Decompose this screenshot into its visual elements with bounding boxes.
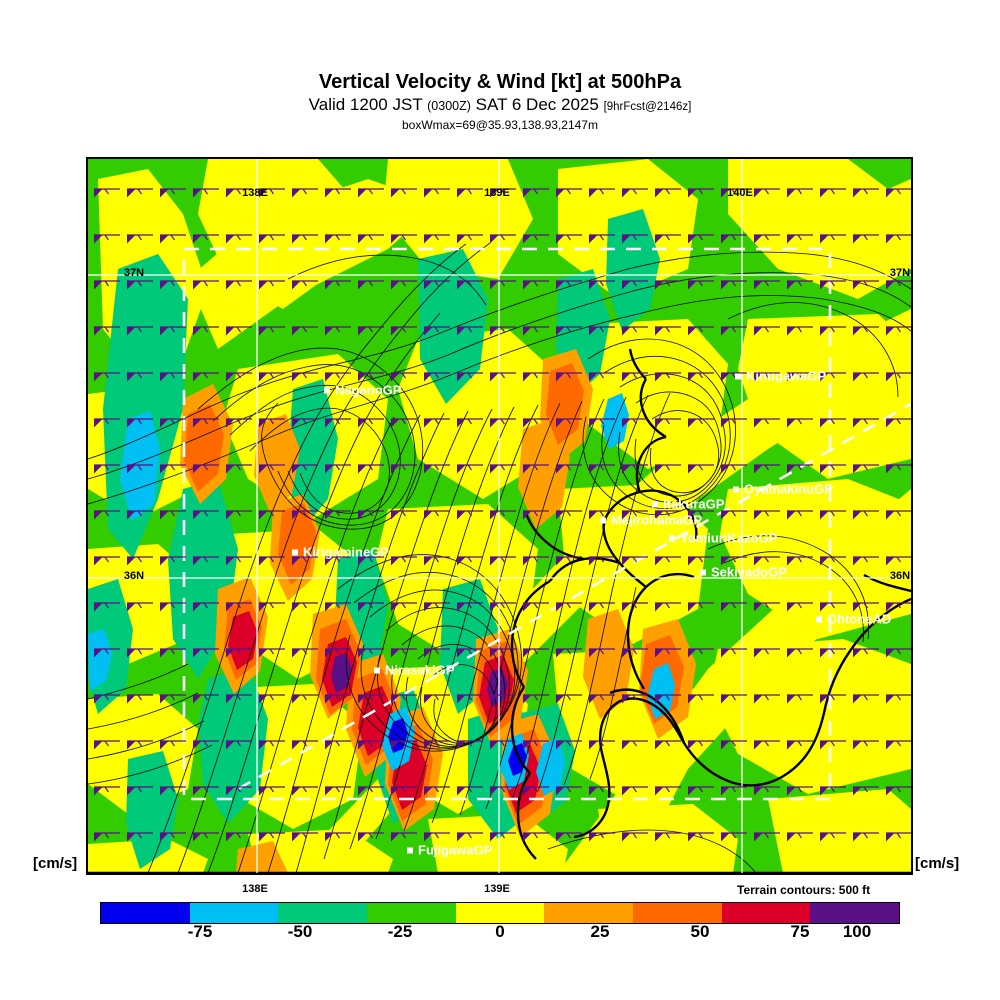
lat-tick-right-37N: 37N [889,267,911,279]
station-label: KirigamineGP [303,544,389,560]
unit-label-left: [cm/s] [33,855,78,872]
lat-tick-left-37N: 37N [123,267,145,279]
colorbar-tick-50: 50 [690,922,710,941]
station-dot-icon [600,517,606,523]
station-dot-icon [669,535,675,541]
colorbar[interactable] [100,902,900,924]
colorbar-segment-7 [721,903,811,923]
station-dot-icon [733,486,739,492]
station-label: NaganoGP [335,382,402,398]
station-label: ItakuraGP [663,496,725,512]
colorbar-tick-0: 0 [495,922,505,941]
station-dot-icon [292,549,298,555]
station-dot-icon [374,667,380,673]
station-label: KinugawaGP [746,368,827,384]
station-marker-nirasakigp[interactable]: NirasakiGP [374,663,454,678]
station-marker-yomiurikazogp[interactable]: YomiuriKazoGP [669,531,777,546]
valid-date: SAT 6 Dec 2025 [475,95,599,114]
colorbar-tick-25: 25 [590,922,610,941]
colorbar-segment-5 [544,903,634,923]
station-marker-ohtonead[interactable]: OhtoneAD [816,612,891,627]
station-marker-sekiyadogp[interactable]: SekiyadoGP [700,565,787,580]
station-label: OyamakinuGP [744,481,833,497]
station-dot-icon [652,501,658,507]
station-label: FujigawaGP [418,842,493,858]
colorbar-segment-2 [278,903,368,923]
forecast-hour: [9hrFcst@2146z] [603,101,692,113]
lon-tick-bottom-138E: 138E [242,883,268,895]
lon-tick-top-138E: 138E [242,187,268,199]
colorbar-segment-3 [367,903,456,923]
unit-label-right: [cm/s] [915,855,960,872]
station-dot-icon [735,373,741,379]
colorbar-segment-8 [810,903,900,923]
colorbar-tick-75: 75 [790,922,810,941]
chart-subtitle: Valid 1200 JST (0300Z) SAT 6 Dec 2025 [9… [0,95,1000,117]
station-label: MejirohamaGP [611,512,703,528]
boxwmax-annotation: boxWmax=69@35.93,138.93,2147m [402,118,598,132]
terrain-contour-note: Terrain contours: 500 ft [737,883,871,897]
station-dot-icon [407,847,413,853]
valid-time-zulu: (0300Z) [427,99,471,113]
station-label: YomiuriKazoGP [680,530,778,546]
lon-tick-top-140E: 140E [727,187,753,199]
station-marker-kinugawagp[interactable]: KinugawaGP [735,369,826,384]
title-block: Vertical Velocity & Wind [kt] at 500hPa … [0,70,1000,132]
lon-tick-bottom-139E: 139E [484,883,510,895]
station-label: NirasakiGP [385,662,455,678]
colorbar-tick--50: -50 [287,922,313,941]
colorbar-segment-0 [101,903,190,923]
colorbar-segment-6 [633,903,722,923]
map-plot-area[interactable]: NaganoGP KirigamineGP NirasakiGP FujigawaGP… [86,157,913,875]
station-marker-itakuragp[interactable]: ItakuraGP [652,497,724,512]
colorbar-segment-4 [455,903,545,923]
lat-tick-left-36N: 36N [123,570,145,582]
lat-tick-right-36N: 36N [889,570,911,582]
lon-tick-top-139E: 139E [484,187,510,199]
station-marker-oyamakinugp[interactable]: OyamakinuGP [733,482,833,497]
colorbar-tick-100: 100 [842,922,872,941]
colorbar-tick--25: -25 [387,922,413,941]
station-marker-fujigawagp[interactable]: FujigawaGP [407,843,492,858]
station-label: OhtoneAD [827,611,892,627]
colorbar-segment-1 [189,903,279,923]
chart-title: Vertical Velocity & Wind [kt] at 500hPa [318,71,682,93]
station-dot-icon [816,616,822,622]
station-dot-icon [700,569,706,575]
station-marker-mejirohamagp[interactable]: MejirohamaGP [600,513,702,528]
station-marker-naganogp[interactable]: NaganoGP [324,383,401,398]
station-label: SekiyadoGP [711,564,787,580]
map-canvas [88,159,911,873]
colorbar-tick--75: -75 [187,922,213,941]
station-dot-icon [324,387,330,393]
station-marker-kirigaminegp[interactable]: KirigamineGP [292,545,389,560]
valid-time-prefix: Valid 1200 JST [308,95,423,114]
